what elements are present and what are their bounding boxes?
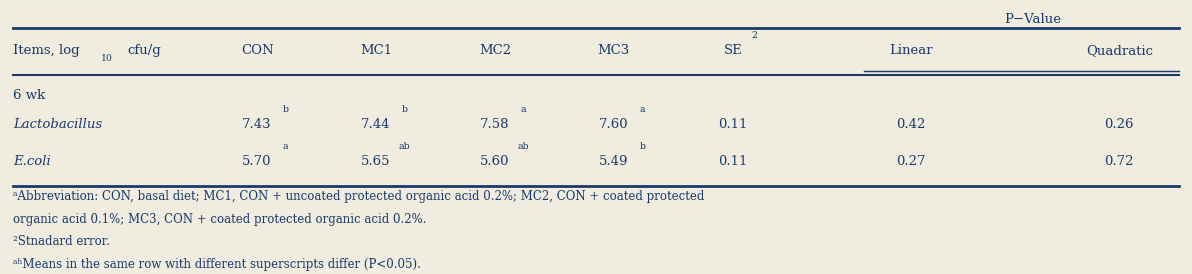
Text: 0.72: 0.72 xyxy=(1105,155,1134,168)
Text: 0.26: 0.26 xyxy=(1105,118,1134,131)
Text: 0.11: 0.11 xyxy=(718,118,747,131)
Text: b: b xyxy=(639,142,645,151)
Text: Items, log: Items, log xyxy=(13,44,80,57)
Text: P−Value: P−Value xyxy=(1005,13,1062,26)
Text: ᵃʰMeans in the same row with different superscripts differ (P<0.05).: ᵃʰMeans in the same row with different s… xyxy=(13,258,421,271)
Text: Linear: Linear xyxy=(889,44,933,57)
Text: 0.42: 0.42 xyxy=(896,118,926,131)
Text: Quadratic: Quadratic xyxy=(1086,44,1153,57)
Text: MC3: MC3 xyxy=(597,44,629,57)
Text: MC1: MC1 xyxy=(360,44,392,57)
Text: E.coli: E.coli xyxy=(13,155,51,168)
Text: 5.49: 5.49 xyxy=(600,155,628,168)
Text: 0.27: 0.27 xyxy=(896,155,926,168)
Text: b: b xyxy=(402,105,408,114)
Text: 7.44: 7.44 xyxy=(361,118,391,131)
Text: 7.43: 7.43 xyxy=(242,118,272,131)
Text: 5.60: 5.60 xyxy=(480,155,510,168)
Text: 6 wk: 6 wk xyxy=(13,90,45,102)
Text: Lactobacillus: Lactobacillus xyxy=(13,118,103,131)
Text: a: a xyxy=(521,105,527,114)
Text: 5.65: 5.65 xyxy=(361,155,391,168)
Text: b: b xyxy=(283,105,288,114)
Text: SE: SE xyxy=(724,44,743,57)
Text: ab: ab xyxy=(517,142,529,151)
Text: a: a xyxy=(640,105,645,114)
Text: CON: CON xyxy=(241,44,273,57)
Text: ²Stnadard error.: ²Stnadard error. xyxy=(13,235,110,249)
Text: MC2: MC2 xyxy=(479,44,511,57)
Text: a: a xyxy=(283,142,288,151)
Text: ᵃAbbreviation: CON, basal diet; MC1, CON + uncoated protected organic acid 0.2%;: ᵃAbbreviation: CON, basal diet; MC1, CON… xyxy=(13,190,704,203)
Text: cfu/g: cfu/g xyxy=(128,44,161,57)
Text: 7.58: 7.58 xyxy=(480,118,510,131)
Text: 2: 2 xyxy=(751,31,757,40)
Text: 10: 10 xyxy=(101,55,113,64)
Text: 7.60: 7.60 xyxy=(600,118,628,131)
Text: 0.11: 0.11 xyxy=(718,155,747,168)
Text: ab: ab xyxy=(398,142,410,151)
Text: 5.70: 5.70 xyxy=(242,155,272,168)
Text: organic acid 0.1%; MC3, CON + coated protected organic acid 0.2%.: organic acid 0.1%; MC3, CON + coated pro… xyxy=(13,213,427,226)
